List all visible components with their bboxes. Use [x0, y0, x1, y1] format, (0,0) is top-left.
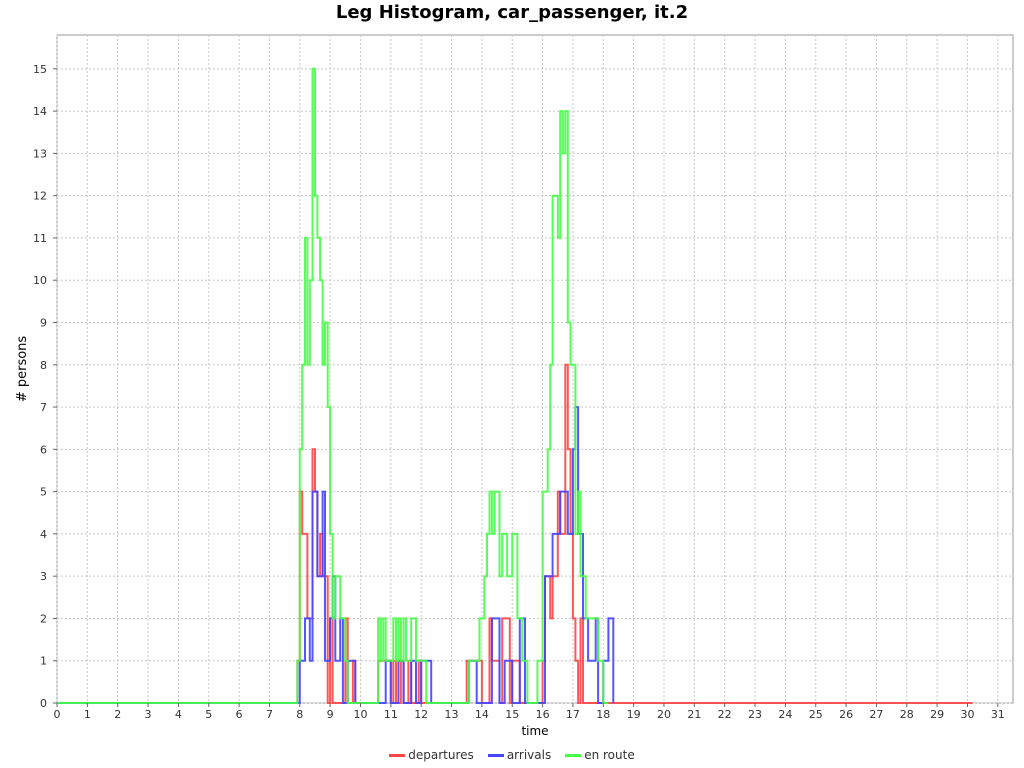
chart-title: Leg Histogram, car_passenger, it.2 [335, 2, 689, 23]
x-tick-label: 28 [900, 708, 914, 721]
series-line-en-route [57, 67, 609, 704]
x-tick-label: 29 [930, 708, 944, 721]
y-tick-label: 14 [33, 105, 47, 118]
legend-label-en-route: en route [584, 748, 635, 762]
x-tick-label: 6 [236, 708, 243, 721]
y-tick-label: 11 [33, 232, 47, 245]
y-tick-label: 1 [40, 655, 47, 668]
x-tick-label: 21 [687, 708, 701, 721]
series-line-arrivals [57, 406, 615, 704]
x-tick-label: 17 [566, 708, 580, 721]
y-tick-label: 2 [40, 612, 47, 625]
x-tick-label: 23 [748, 708, 762, 721]
x-tick-label: 7 [266, 708, 273, 721]
y-tick-label: 3 [40, 570, 47, 583]
x-axis-label: time [521, 724, 548, 738]
x-tick-label: 8 [296, 708, 303, 721]
y-axis-label: # persons [15, 336, 30, 403]
x-tick-label: 15 [505, 708, 519, 721]
y-tick-label: 8 [40, 359, 47, 372]
x-tick-label: 18 [596, 708, 610, 721]
x-tick-label: 30 [960, 708, 974, 721]
legend-label-arrivals: arrivals [506, 748, 552, 762]
x-tick-label: 2 [114, 708, 121, 721]
x-tick-label: 13 [445, 708, 459, 721]
legend: departures arrivals en route [0, 748, 1024, 762]
x-tick-label: 3 [145, 708, 152, 721]
x-tick-label: 11 [384, 708, 398, 721]
y-tick-label: 12 [33, 190, 47, 203]
legend-item-arrivals: arrivals [487, 748, 552, 762]
x-tick-label: 20 [657, 708, 671, 721]
y-tick-label: 9 [40, 316, 47, 329]
legend-label-departures: departures [408, 748, 474, 762]
y-tick-label: 7 [40, 401, 47, 414]
legend-swatch-arrivals [487, 753, 504, 757]
y-tick-label: 15 [33, 63, 47, 76]
y-tick-label: 4 [40, 528, 47, 541]
plot-area [56, 34, 1014, 704]
x-tick-label: 19 [627, 708, 641, 721]
x-tick-label: 0 [54, 708, 61, 721]
x-tick-label: 22 [718, 708, 732, 721]
x-tick-label: 10 [353, 708, 367, 721]
x-tick-label: 16 [536, 708, 550, 721]
x-tick-label: 14 [475, 708, 489, 721]
legend-item-departures: departures [389, 748, 474, 762]
y-tick-label: 6 [40, 443, 47, 456]
x-tick-label: 9 [327, 708, 334, 721]
y-tick-label: 0 [40, 697, 47, 710]
y-tick-label: 5 [40, 486, 47, 499]
x-tick-label: 27 [869, 708, 883, 721]
legend-swatch-departures [389, 753, 406, 757]
x-tick-label: 31 [991, 708, 1005, 721]
y-tick-label: 13 [33, 147, 47, 160]
x-axis-ticks: 0 1 2 3 4 5 6 7 8 9 10 11 12 13 14 15 16 17 18 19 20 21 22 23 24… [54, 703, 1005, 721]
y-tick-label: 10 [33, 274, 47, 287]
legend-item-en-route: en route [565, 748, 635, 762]
legend-swatch-en-route [565, 753, 582, 757]
x-tick-label: 5 [205, 708, 212, 721]
x-tick-label: 24 [778, 708, 792, 721]
x-tick-label: 12 [414, 708, 428, 721]
x-tick-label: 1 [84, 708, 91, 721]
series-layer [57, 67, 973, 704]
x-tick-label: 26 [839, 708, 853, 721]
x-tick-label: 25 [809, 708, 823, 721]
x-tick-label: 4 [175, 708, 182, 721]
